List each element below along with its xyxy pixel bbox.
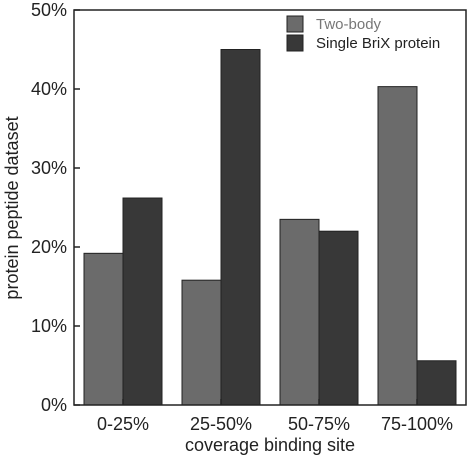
y-tick-label: 20%: [31, 237, 67, 257]
bar-two-body-25-50-: [181, 279, 222, 406]
legend-swatch: [286, 34, 304, 52]
x-axis-ticks: 0-25% 25-50% 50-75% 75-100%: [97, 399, 453, 434]
plot-frame: [73, 9, 467, 406]
bar-single-brix-protein-50-75-: [318, 230, 359, 406]
bar-single-brix-protein-25-50-: [220, 49, 261, 406]
bar-single-brix-protein-75-100-: [416, 360, 457, 406]
y-tick-label: 30%: [31, 158, 67, 178]
bars-group: [83, 49, 457, 406]
bar-two-body-75-100-: [377, 86, 418, 406]
bar-two-body-50-75-: [279, 218, 320, 406]
y-tick-label: 0%: [41, 395, 67, 415]
bar-single-brix-protein-0-25-: [122, 197, 163, 406]
y-tick-label: 50%: [31, 0, 67, 20]
legend-label: Two-body: [316, 16, 382, 33]
x-tick-label: 75-100%: [381, 414, 453, 434]
x-tick-label: 0-25%: [97, 414, 149, 434]
x-axis-label: coverage binding site: [185, 435, 355, 455]
y-tick-label: 10%: [31, 316, 67, 336]
x-tick-label: 25-50%: [190, 414, 252, 434]
x-tick-label: 50-75%: [288, 414, 350, 434]
y-axis-label: protein peptide dataset: [2, 116, 22, 299]
legend: Two-body Single BriX protein: [286, 15, 440, 52]
legend-swatch: [286, 15, 304, 33]
bar-two-body-0-25-: [83, 252, 124, 406]
legend-label: Single BriX protein: [316, 35, 440, 52]
y-tick-label: 40%: [31, 79, 67, 99]
y-axis-ticks: 0% 10% 20% 30% 40% 50%: [31, 0, 80, 415]
